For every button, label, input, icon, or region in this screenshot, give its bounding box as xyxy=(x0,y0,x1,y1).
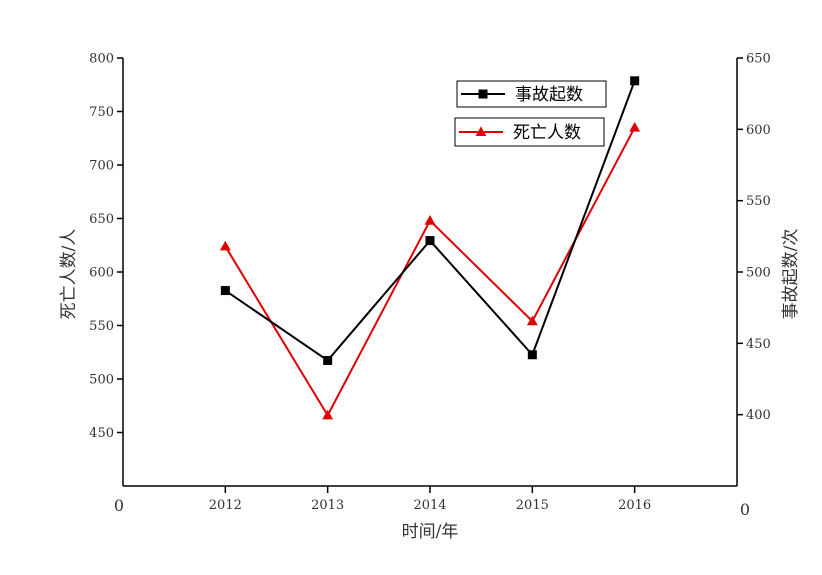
axes: 450 500 550 600 650 700 750 800 400 450 500 550 600 6… xyxy=(59,52,801,543)
left-tick-label: 750 xyxy=(89,105,114,120)
legend-marker xyxy=(475,126,487,137)
x-axis-title: 时间/年 xyxy=(402,522,459,542)
data-point xyxy=(322,409,334,420)
left-tick-label: 550 xyxy=(89,319,114,334)
data-point xyxy=(424,215,436,225)
data-point xyxy=(629,121,641,132)
legend-label: 死亡人数 xyxy=(513,123,581,143)
x-tick-label: 2016 xyxy=(618,498,651,513)
series-deaths xyxy=(219,121,641,420)
right-tick-label: 400 xyxy=(746,408,771,423)
left-tick-label: 450 xyxy=(89,426,114,441)
x-tick-label: 2012 xyxy=(209,498,242,513)
right-tick-label: 600 xyxy=(746,123,771,138)
series-accidents xyxy=(220,76,640,365)
left-tick-label: 500 xyxy=(89,373,114,388)
data-point xyxy=(220,286,230,296)
right-tick-label: 650 xyxy=(746,52,771,67)
x-tick-label: 2013 xyxy=(311,498,344,513)
data-point xyxy=(219,240,231,251)
x-tick-label: 2014 xyxy=(413,498,446,513)
x-origin-label: 0 xyxy=(114,496,124,515)
left-tick-label: 800 xyxy=(89,52,114,67)
right-tick-label: 550 xyxy=(746,194,771,209)
data-point xyxy=(526,315,538,326)
data-point xyxy=(425,236,435,246)
right-axis-title: 事故起数/次 xyxy=(781,229,801,320)
series-line xyxy=(224,127,636,418)
right-tick-label: 450 xyxy=(746,337,771,352)
legend-entry: 死亡人数 xyxy=(454,117,605,147)
right-origin-label: 0 xyxy=(740,500,750,519)
right-tick-label: 500 xyxy=(746,266,771,281)
x-tick-label: 2015 xyxy=(516,498,549,513)
legend-label: 事故起数 xyxy=(515,85,583,105)
legend-entry: 事故起数 xyxy=(456,80,607,108)
data-point xyxy=(630,76,640,86)
data-point xyxy=(323,355,333,365)
left-tick-label: 600 xyxy=(89,266,114,281)
left-tick-label: 700 xyxy=(89,159,114,174)
data-point xyxy=(527,350,537,360)
left-axis-title: 死亡人数/人 xyxy=(59,229,79,320)
legend-marker xyxy=(478,89,488,99)
series-layer xyxy=(219,76,641,420)
left-tick-label: 650 xyxy=(89,212,114,227)
